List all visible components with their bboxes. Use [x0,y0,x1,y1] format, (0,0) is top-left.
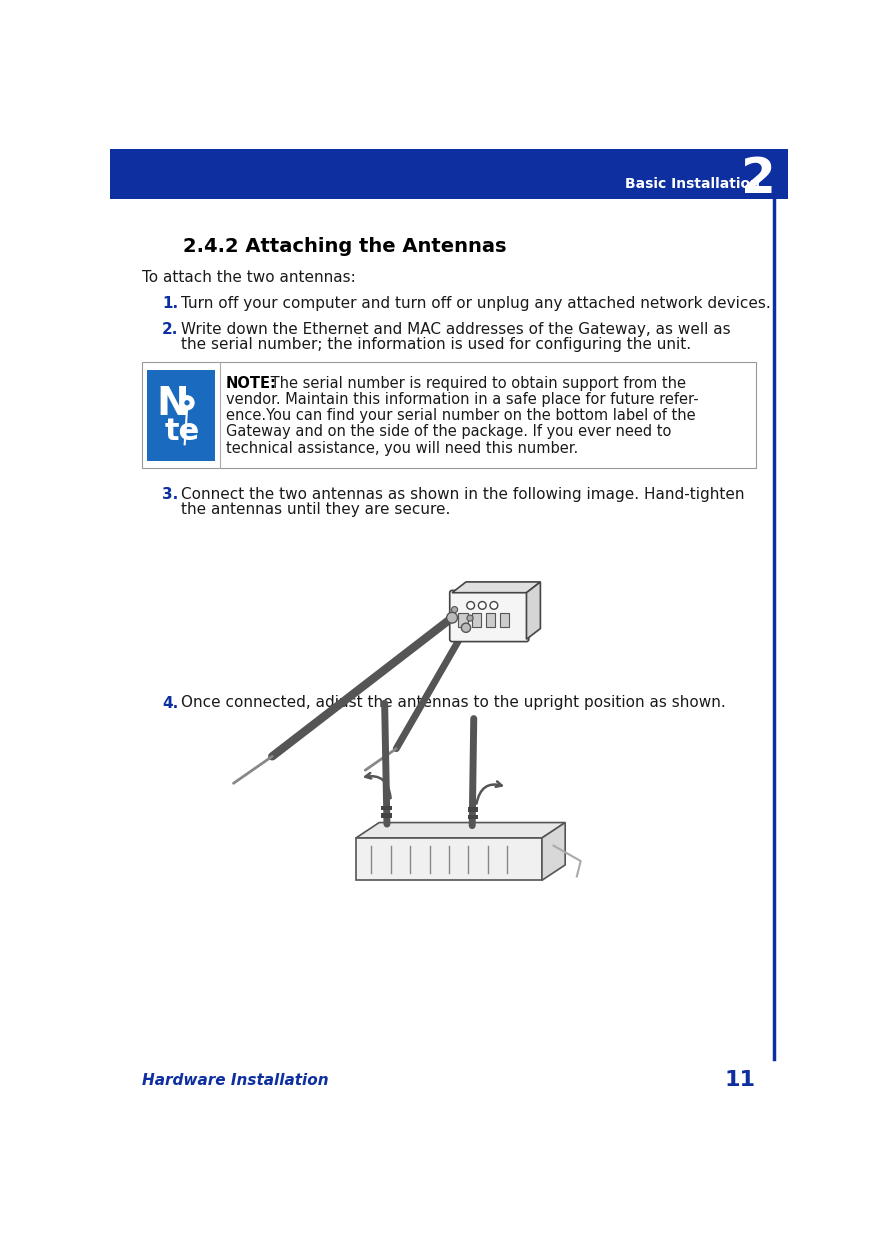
FancyBboxPatch shape [449,590,529,641]
Text: the serial number; the information is used for configuring the unit.: the serial number; the information is us… [180,337,691,352]
Bar [468,807,478,812]
Text: 4.: 4. [162,696,179,711]
Polygon shape [452,582,540,593]
Text: N: N [157,386,189,423]
Text: technical assistance, you will need this number.: technical assistance, you will need this… [226,440,578,455]
Circle shape [467,615,473,621]
Text: vendor. Maintain this information in a safe place for future refer-: vendor. Maintain this information in a s… [226,392,698,407]
Bar [472,613,482,626]
Text: Write down the Ethernet and MAC addresses of the Gateway, as well as: Write down the Ethernet and MAC addresse… [180,322,731,337]
Bar [468,815,478,820]
Bar [146,370,215,460]
Text: 1.: 1. [162,296,179,311]
Circle shape [478,601,486,609]
Text: Hardware Installation: Hardware Installation [142,1073,328,1087]
Text: 11: 11 [724,1070,756,1090]
Circle shape [467,601,475,609]
Bar [381,806,392,810]
Text: 3.: 3. [162,487,179,502]
Bar [381,813,392,818]
Bar [500,613,510,626]
Polygon shape [356,822,565,838]
Text: te: te [165,417,200,446]
Bar [458,613,468,626]
Text: the antennas until they are secure.: the antennas until they are secure. [180,502,450,517]
Circle shape [185,401,189,404]
Text: Once connected, adjust the antennas to the upright position as shown.: Once connected, adjust the antennas to t… [180,696,725,711]
Bar [486,613,496,626]
Text: Turn off your computer and turn off or unplug any attached network devices.: Turn off your computer and turn off or u… [180,296,771,311]
Circle shape [490,601,498,609]
Circle shape [447,613,457,624]
Text: 2.4.2 Attaching the Antennas: 2.4.2 Attaching the Antennas [183,237,506,257]
Text: 2: 2 [741,155,776,203]
Text: The serial number is required to obtain support from the: The serial number is required to obtain … [266,376,686,391]
Circle shape [451,606,457,613]
Text: Basic Installation: Basic Installation [625,177,760,191]
Polygon shape [526,582,540,640]
Circle shape [462,624,470,632]
Text: NOTE:: NOTE: [226,376,277,391]
Polygon shape [356,838,542,880]
Circle shape [180,396,194,409]
Text: ence.You can find your serial number on the bottom label of the: ence.You can find your serial number on … [226,408,696,423]
Bar [110,149,788,198]
Text: Gateway and on the side of the package. If you ever need to: Gateway and on the side of the package. … [226,424,671,439]
Polygon shape [542,822,565,880]
Bar [142,362,756,469]
Text: Connect the two antennas as shown in the following image. Hand-tighten: Connect the two antennas as shown in the… [180,487,745,502]
Text: To attach the two antennas:: To attach the two antennas: [142,269,356,285]
Text: 2.: 2. [162,322,179,337]
